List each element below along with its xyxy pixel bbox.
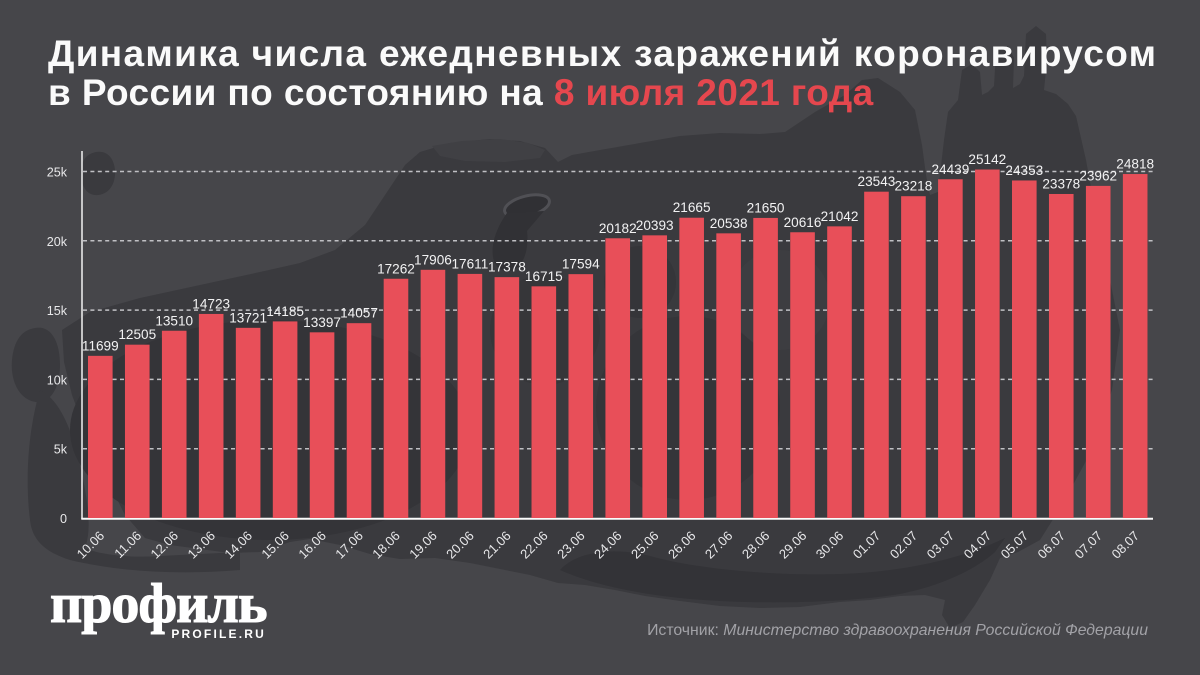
svg-text:20538: 20538 <box>710 216 748 231</box>
svg-text:17906: 17906 <box>414 252 452 267</box>
svg-text:21650: 21650 <box>747 200 785 215</box>
svg-text:11699: 11699 <box>82 338 119 353</box>
svg-text:15k: 15k <box>47 304 68 318</box>
svg-text:17262: 17262 <box>377 261 415 276</box>
svg-text:20182: 20182 <box>599 221 637 236</box>
svg-text:16715: 16715 <box>525 269 563 284</box>
svg-text:20k: 20k <box>47 235 68 249</box>
svg-text:13721: 13721 <box>229 310 267 325</box>
svg-text:0: 0 <box>60 512 67 526</box>
svg-text:24818: 24818 <box>1116 157 1154 172</box>
svg-text:11.06: 11.06 <box>111 528 144 561</box>
svg-text:21665: 21665 <box>673 200 711 215</box>
svg-text:13510: 13510 <box>155 313 193 328</box>
svg-text:10k: 10k <box>47 373 68 387</box>
svg-text:07.07: 07.07 <box>1072 528 1106 562</box>
svg-text:13397: 13397 <box>303 315 341 330</box>
svg-text:20393: 20393 <box>636 218 674 233</box>
svg-text:25k: 25k <box>47 166 68 180</box>
svg-text:23543: 23543 <box>858 174 896 189</box>
svg-text:14723: 14723 <box>192 296 230 311</box>
svg-text:24439: 24439 <box>931 162 969 177</box>
svg-text:25142: 25142 <box>968 152 1006 167</box>
svg-text:23962: 23962 <box>1079 168 1117 183</box>
svg-text:17378: 17378 <box>488 260 526 275</box>
svg-text:17611: 17611 <box>452 256 489 271</box>
svg-text:17594: 17594 <box>562 257 600 272</box>
svg-text:12505: 12505 <box>118 327 156 342</box>
svg-text:23378: 23378 <box>1042 176 1080 191</box>
svg-text:24353: 24353 <box>1005 163 1043 178</box>
svg-text:21042: 21042 <box>821 209 859 224</box>
svg-text:20616: 20616 <box>784 215 822 230</box>
svg-text:5k: 5k <box>54 443 68 457</box>
svg-text:14057: 14057 <box>340 306 378 321</box>
svg-text:14185: 14185 <box>266 304 304 319</box>
svg-text:23218: 23218 <box>895 179 933 194</box>
svg-text:08.07: 08.07 <box>1108 528 1142 562</box>
